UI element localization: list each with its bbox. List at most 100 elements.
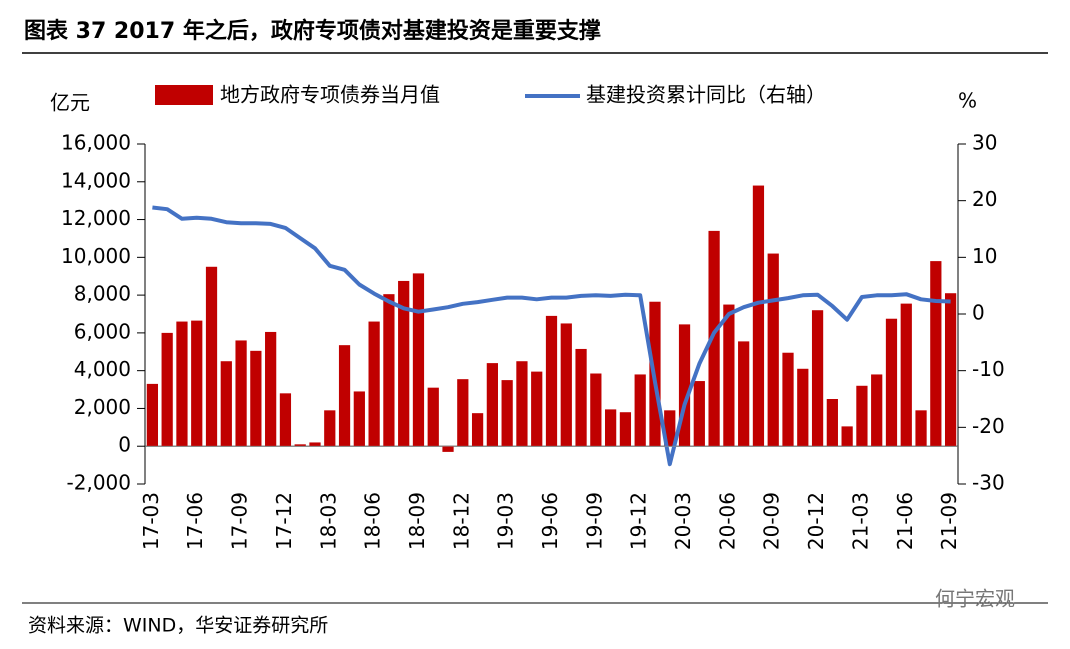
y-tick-label: 14,000 xyxy=(61,168,131,192)
bar xyxy=(353,391,365,447)
bar xyxy=(575,348,587,447)
bar xyxy=(797,368,809,447)
y-tick-label: 4,000 xyxy=(74,357,131,381)
bar xyxy=(944,293,957,447)
legend-swatch xyxy=(155,85,213,105)
line xyxy=(152,205,951,467)
bar xyxy=(368,321,380,447)
bar xyxy=(398,280,410,447)
x-tick-label: 17-06 xyxy=(183,492,207,550)
x-tick-label: 19-06 xyxy=(538,492,562,550)
x-tick-label: 18-12 xyxy=(449,492,473,550)
x-tick-label: 20-06 xyxy=(715,492,739,550)
bar xyxy=(191,320,203,447)
x-tick-label: 18-06 xyxy=(361,492,385,550)
y2-tick-label: -20 xyxy=(972,414,1005,438)
source: 资料来源：WIND，华安证券研究所 xyxy=(28,615,328,637)
bar xyxy=(634,374,646,447)
x-tick-label: 18-03 xyxy=(316,492,340,550)
title: 图表 37 2017 年之后，政府专项债对基建投资是重要支撑 xyxy=(24,18,601,44)
x-tick-label: 17-09 xyxy=(228,492,252,550)
watermark: 何宁宏观 xyxy=(935,587,1015,611)
y-tick-label: 16,000 xyxy=(61,131,131,155)
y2-tick-label: 10 xyxy=(972,244,997,268)
y2-tick-label: 0 xyxy=(972,301,985,325)
y2-axis-label: % xyxy=(958,89,977,113)
bar xyxy=(338,345,351,447)
x-tick-label: 19-03 xyxy=(494,492,518,550)
bar xyxy=(324,410,336,447)
bar xyxy=(516,361,528,447)
bar xyxy=(693,381,705,447)
bar xyxy=(590,373,602,447)
x-tick-label: 21-06 xyxy=(893,492,917,550)
x-tick-label: 20-09 xyxy=(760,492,784,550)
x-tick-label: 19-12 xyxy=(627,492,651,550)
bar xyxy=(752,185,765,447)
bar xyxy=(161,332,173,447)
bar xyxy=(915,410,927,447)
bar xyxy=(486,363,498,447)
bar xyxy=(220,361,232,447)
y-tick-label: -2,000 xyxy=(67,471,131,495)
bar xyxy=(619,412,632,447)
y-tick-label: 2,000 xyxy=(74,395,131,419)
bar xyxy=(176,321,188,447)
bar xyxy=(531,371,543,447)
bar xyxy=(885,318,898,447)
bar xyxy=(811,310,824,447)
bar xyxy=(545,315,558,447)
x-tick-label: 19-09 xyxy=(582,492,606,550)
y-tick-label: 12,000 xyxy=(61,206,131,230)
bar xyxy=(383,294,395,447)
x-tick-label: 18-09 xyxy=(405,492,429,550)
x-tick-label: 20-03 xyxy=(671,492,695,550)
y-tick-label: 8,000 xyxy=(74,282,131,306)
bar xyxy=(826,399,838,447)
bar xyxy=(605,409,617,447)
bar xyxy=(723,304,735,447)
bar xyxy=(412,273,425,447)
y2-tick-label: -30 xyxy=(972,471,1005,495)
bar xyxy=(664,410,676,447)
x-tick-label: 20-12 xyxy=(804,492,828,550)
bar xyxy=(265,331,277,447)
x-tick-label: 17-03 xyxy=(139,492,163,550)
bar xyxy=(767,253,779,447)
bar xyxy=(738,341,750,447)
y-tick-label: 6,000 xyxy=(74,319,131,343)
bar xyxy=(309,442,321,447)
bar xyxy=(146,383,159,447)
bar xyxy=(841,426,853,447)
bar xyxy=(856,385,868,447)
bar xyxy=(427,387,439,447)
bar xyxy=(871,374,883,447)
bar xyxy=(501,380,513,447)
bar xyxy=(708,230,720,447)
legend-label: 地方政府专项债券当月值 xyxy=(220,83,440,107)
y2-tick-label: -10 xyxy=(972,357,1005,381)
x-tick-label: 17-12 xyxy=(272,492,296,550)
y2-tick-label: 30 xyxy=(972,131,997,155)
bar xyxy=(279,393,292,447)
x-tick-label: 21-09 xyxy=(937,492,961,550)
bar xyxy=(900,303,912,447)
bar xyxy=(930,261,942,447)
x-tick-label: 21-03 xyxy=(848,492,872,550)
bar xyxy=(205,266,218,447)
bar xyxy=(250,350,262,447)
bar xyxy=(294,444,306,447)
legend-label: 基建投资累计同比（右轴） xyxy=(586,83,826,107)
bar xyxy=(782,352,794,447)
bar xyxy=(471,413,484,447)
y-axis-label: 亿元 xyxy=(50,91,90,115)
y-tick-label: 0 xyxy=(118,433,131,457)
bar xyxy=(678,324,691,447)
y2-tick-label: 20 xyxy=(972,187,997,211)
bar xyxy=(235,340,247,447)
y-tick-label: 10,000 xyxy=(61,244,131,268)
bar xyxy=(442,446,454,452)
bar xyxy=(457,379,469,447)
bar xyxy=(560,323,572,447)
